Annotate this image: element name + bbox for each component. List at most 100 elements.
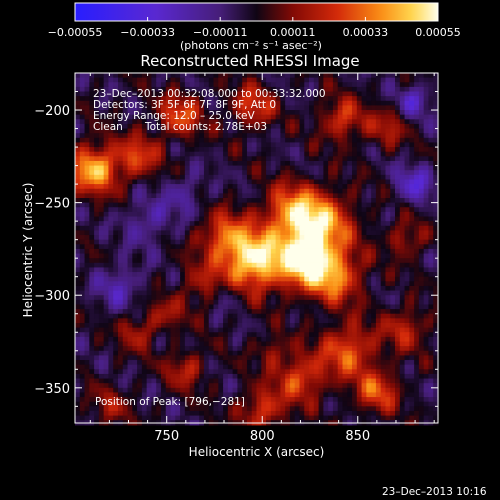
heatmap-cell bbox=[275, 262, 281, 269]
heatmap-cell bbox=[113, 184, 119, 190]
heatmap-cell bbox=[194, 174, 200, 181]
heatmap-cell bbox=[304, 276, 310, 282]
heatmap-cell bbox=[146, 364, 153, 370]
heatmap-cell bbox=[366, 332, 372, 338]
heatmap-cell bbox=[375, 147, 382, 153]
heatmap-cell bbox=[261, 313, 267, 319]
heatmap-cell bbox=[122, 295, 129, 301]
heatmap-cell bbox=[433, 184, 439, 190]
heatmap-cell bbox=[246, 369, 253, 375]
heatmap-cell bbox=[127, 304, 133, 310]
heatmap-cell bbox=[418, 188, 425, 194]
heatmap-cell bbox=[232, 91, 238, 97]
heatmap-cell bbox=[337, 216, 344, 222]
heatmap-cell bbox=[199, 73, 205, 79]
heatmap-cell bbox=[299, 225, 305, 232]
heatmap-cell bbox=[165, 160, 172, 167]
heatmap-cell bbox=[423, 100, 430, 107]
heatmap-cell bbox=[146, 160, 153, 167]
heatmap-cell bbox=[94, 91, 100, 97]
heatmap-cell bbox=[390, 248, 396, 255]
heatmap-cell bbox=[151, 299, 157, 306]
heatmap-cell bbox=[84, 309, 90, 315]
heatmap-cell bbox=[380, 258, 387, 264]
heatmap-cell bbox=[390, 133, 396, 139]
heatmap-cell bbox=[98, 170, 105, 176]
heatmap-cell bbox=[175, 184, 181, 190]
heatmap-cell bbox=[160, 211, 167, 218]
heatmap-cell bbox=[361, 82, 367, 88]
heatmap-cell bbox=[180, 235, 186, 241]
heatmap-cell bbox=[294, 170, 301, 176]
heatmap-cell bbox=[332, 225, 339, 232]
heatmap-cell bbox=[218, 360, 224, 366]
heatmap-cell bbox=[375, 119, 382, 125]
heatmap-cell bbox=[433, 160, 439, 167]
heatmap-cell bbox=[285, 304, 291, 310]
heatmap-cell bbox=[79, 91, 86, 97]
heatmap-cell bbox=[246, 299, 253, 306]
heatmap-cell bbox=[75, 360, 81, 366]
heatmap-cell bbox=[414, 86, 420, 93]
heatmap-cell bbox=[289, 355, 296, 361]
heatmap-cell bbox=[299, 221, 305, 227]
heatmap-cell bbox=[299, 216, 305, 222]
heatmap-cell bbox=[237, 272, 243, 278]
heatmap-cell bbox=[347, 207, 353, 213]
heatmap-cell bbox=[318, 100, 324, 107]
heatmap-cell bbox=[428, 332, 434, 338]
heatmap-cell bbox=[395, 295, 401, 301]
heatmap-cell bbox=[113, 202, 119, 208]
heatmap-cell bbox=[371, 327, 377, 333]
heatmap-cell bbox=[423, 258, 430, 264]
heatmap-cell bbox=[433, 239, 439, 245]
heatmap-cell bbox=[170, 211, 176, 218]
heatmap-cell bbox=[395, 77, 401, 83]
heatmap-cell bbox=[103, 230, 110, 236]
heatmap-cell bbox=[194, 267, 200, 273]
heatmap-cell bbox=[180, 244, 186, 250]
heatmap-cell bbox=[108, 184, 114, 190]
heatmap-cell bbox=[170, 133, 176, 139]
heatmap-cell bbox=[356, 179, 363, 185]
heatmap-cell bbox=[117, 86, 124, 93]
heatmap-cell bbox=[266, 230, 272, 236]
heatmap-cell bbox=[347, 110, 353, 116]
heatmap-cell bbox=[103, 318, 110, 324]
heatmap-cell bbox=[423, 304, 430, 310]
heatmap-cell bbox=[113, 336, 119, 343]
heatmap-cell bbox=[213, 309, 219, 315]
heatmap-cell bbox=[79, 267, 86, 273]
heatmap-cell bbox=[117, 170, 124, 176]
heatmap-cell bbox=[237, 77, 243, 83]
heatmap-cell bbox=[170, 86, 176, 93]
heatmap-cell bbox=[208, 248, 215, 255]
heatmap-cell bbox=[160, 114, 167, 120]
heatmap-cell bbox=[170, 156, 176, 162]
heatmap-cell bbox=[98, 281, 105, 287]
heatmap-cell bbox=[270, 142, 277, 148]
heatmap-cell bbox=[275, 235, 281, 241]
heatmap-cell bbox=[356, 267, 363, 273]
heatmap-cell bbox=[218, 123, 224, 130]
heatmap-cell bbox=[208, 346, 215, 352]
heatmap-cell bbox=[433, 133, 439, 139]
heatmap-cell bbox=[227, 211, 234, 218]
heatmap-cell bbox=[275, 373, 281, 380]
heatmap-cell bbox=[208, 202, 215, 208]
heatmap-cell bbox=[175, 86, 181, 93]
heatmap-cell bbox=[223, 290, 229, 296]
heatmap-cell bbox=[280, 221, 286, 227]
heatmap-cell bbox=[342, 272, 348, 278]
heatmap-cell bbox=[294, 267, 301, 273]
heatmap-cell bbox=[347, 179, 353, 185]
heatmap-cell bbox=[289, 267, 296, 273]
heatmap-cell bbox=[108, 142, 114, 148]
heatmap-cell bbox=[352, 198, 358, 204]
heatmap-cell bbox=[366, 114, 372, 120]
heatmap-cell bbox=[251, 156, 258, 162]
heatmap-cell bbox=[256, 281, 262, 287]
heatmap-cell bbox=[275, 110, 281, 116]
heatmap-cell bbox=[371, 160, 377, 167]
heatmap-cell bbox=[94, 202, 100, 208]
